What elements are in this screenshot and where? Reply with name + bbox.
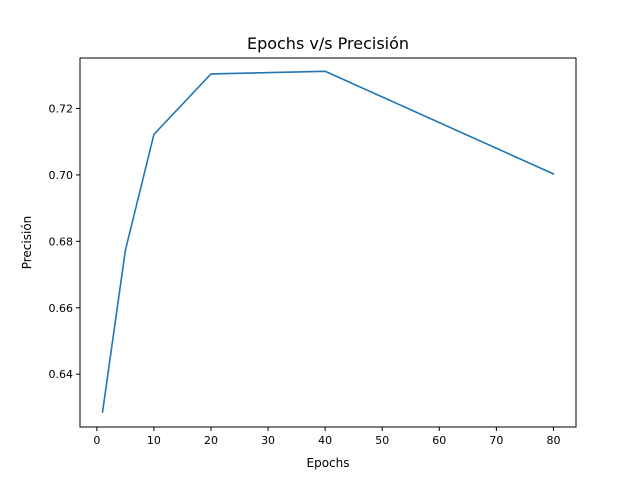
x-tick-label: 60 xyxy=(432,434,446,447)
series-line xyxy=(101,70,555,413)
chart-title: Epochs v/s Precisión xyxy=(247,34,409,53)
y-axis-ticks: 0.64 0.66 0.68 0.70 0.72 xyxy=(49,102,80,381)
y-tick-label: 0.64 xyxy=(49,368,74,381)
axes-frame xyxy=(79,57,577,428)
x-axis-label: Epochs xyxy=(307,456,350,470)
x-tick-label: 80 xyxy=(546,434,560,447)
y-axis-label: Precisión xyxy=(20,216,34,270)
y-tick-label: 0.68 xyxy=(49,235,74,248)
y-tick-label: 0.72 xyxy=(49,102,74,115)
plot-area xyxy=(79,57,577,428)
x-tick-label: 0 xyxy=(93,434,100,447)
x-axis-ticks: 0 10 20 30 40 50 60 70 80 xyxy=(93,427,560,447)
x-tick-label: 40 xyxy=(318,434,332,447)
series-layer xyxy=(101,70,555,413)
x-tick-label: 70 xyxy=(489,434,503,447)
x-tick-label: 20 xyxy=(204,434,218,447)
x-tick-label: 30 xyxy=(261,434,275,447)
y-tick-label: 0.70 xyxy=(49,169,74,182)
y-tick-label: 0.66 xyxy=(49,302,74,315)
x-tick-label: 10 xyxy=(147,434,161,447)
x-tick-label: 50 xyxy=(375,434,389,447)
